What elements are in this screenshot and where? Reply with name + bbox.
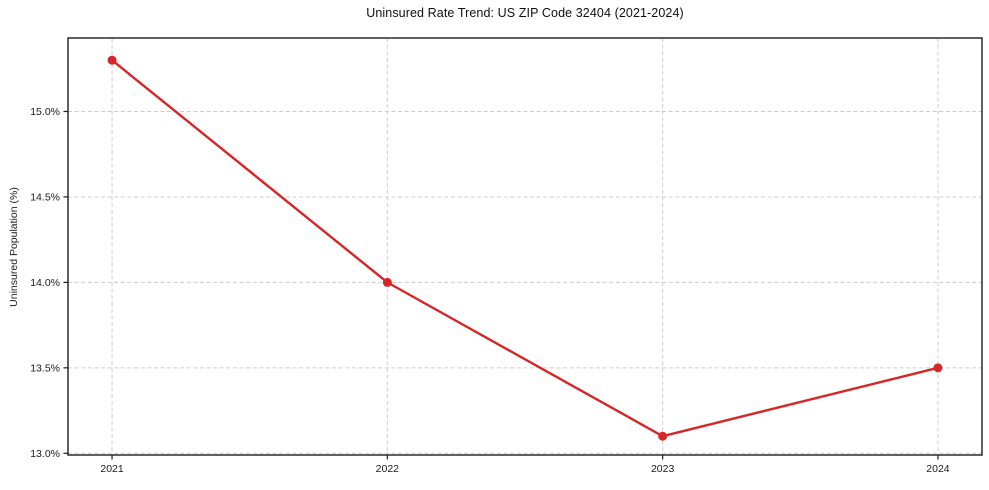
y-tick-label: 15.0% bbox=[30, 106, 60, 118]
y-tick-label: 13.5% bbox=[30, 363, 60, 375]
data-point-2021 bbox=[107, 55, 117, 65]
data-point-2022 bbox=[382, 277, 392, 287]
y-tick-label: 14.0% bbox=[30, 277, 60, 289]
y-tick-label: 13.0% bbox=[30, 448, 60, 460]
x-tick-label: 2024 bbox=[926, 463, 950, 475]
x-tick-label: 2022 bbox=[376, 463, 400, 475]
data-point-2023 bbox=[658, 431, 668, 441]
axes-frame bbox=[67, 37, 983, 456]
chart-title: Uninsured Rate Trend: US ZIP Code 32404 … bbox=[366, 6, 684, 20]
data-point-2024 bbox=[933, 363, 943, 373]
x-tick-label: 2023 bbox=[651, 463, 675, 475]
y-tick-label: 14.5% bbox=[30, 192, 60, 204]
trend-line bbox=[110, 59, 940, 438]
x-tick-label: 2021 bbox=[100, 463, 124, 475]
